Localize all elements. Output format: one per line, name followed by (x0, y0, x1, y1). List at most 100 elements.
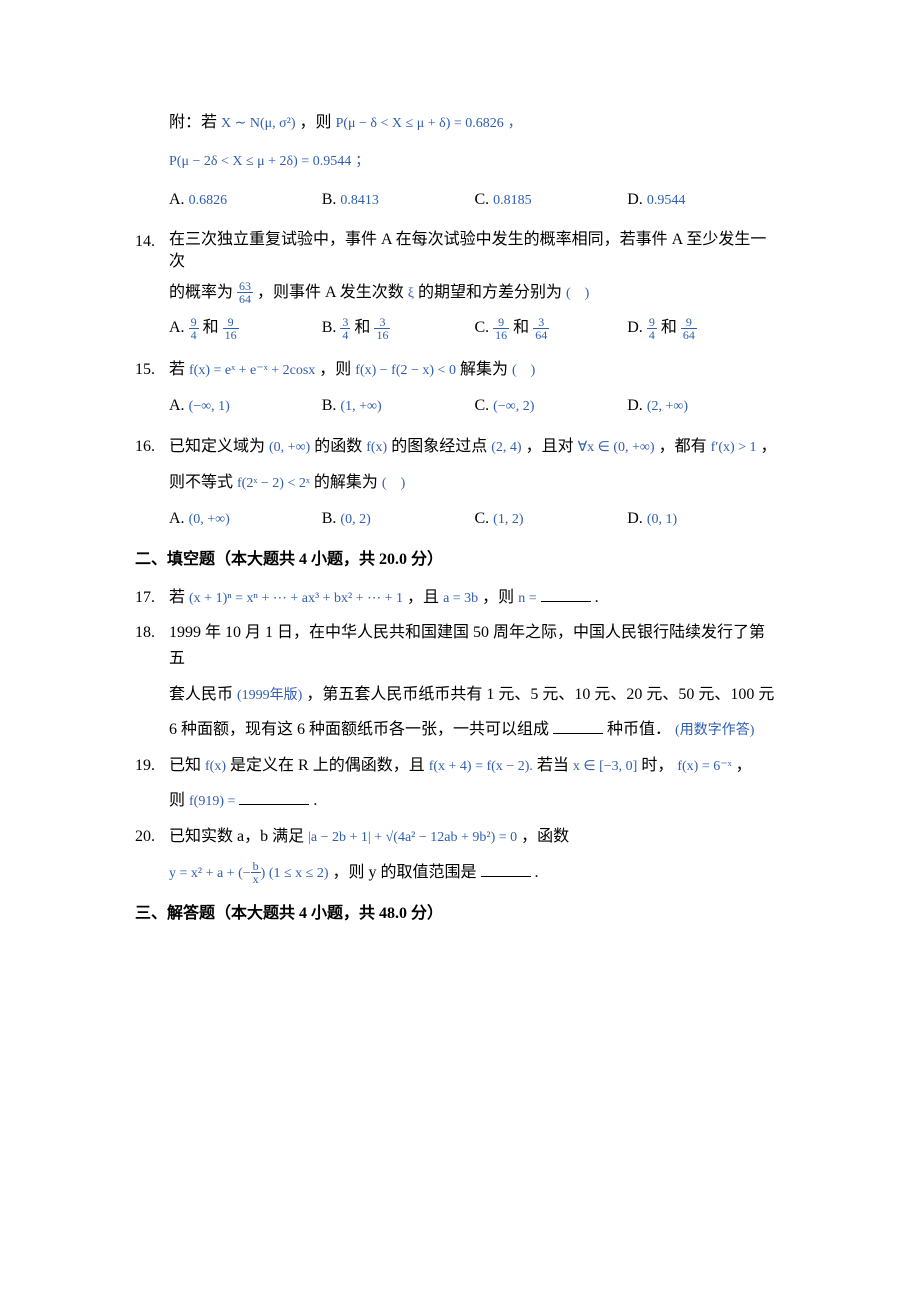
q14-paren: ( ) (566, 286, 589, 301)
frac: 916 (493, 316, 509, 341)
frac-den: 64 (237, 293, 253, 305)
choice-label: D. (627, 397, 643, 414)
q20-line2: y = x² + a + (−bx) (1 ≤ x ≤ 2) ，则 y 的取值范… (169, 860, 780, 886)
frac: 364 (533, 316, 549, 341)
t: 套人民币 (169, 686, 233, 703)
t: (x + 1)ⁿ = xⁿ + ⋯ + ax³ + bx² + ⋯ + 1 (189, 591, 403, 606)
t: 已知 (169, 757, 201, 774)
choice-val: 0.8185 (493, 193, 532, 208)
t: ，函数 (521, 828, 569, 845)
t: 若当 (537, 757, 569, 774)
t: . (313, 792, 317, 809)
t: 则 (169, 792, 185, 809)
q15-mid: ，则 (319, 361, 351, 378)
mid: 和 (203, 319, 219, 336)
frac: 94 (189, 316, 199, 341)
t: ，则 y 的取值范围是 (333, 864, 477, 881)
section-3-heading: 三、解答题（本大题共 4 小题，共 48.0 分） (135, 901, 780, 927)
q14-line2: 的概率为 63 64 ，则事件 A 发生次数 ξ 的期望和方差分别为 ( ) (169, 280, 780, 306)
q14-xi: ξ (408, 286, 414, 301)
q14-prob-frac: 63 64 (237, 280, 253, 305)
choice-val: 0.9544 (647, 193, 686, 208)
q16-choice-c: C. (1, 2) (475, 506, 628, 532)
q20-num: 20. (135, 824, 169, 850)
q19-line1: 已知 f(x) 是定义在 R 上的偶函数，且 f(x + 4) = f(x − … (169, 753, 780, 779)
t: 的解集为 (314, 474, 378, 491)
t: 时， (641, 757, 673, 774)
q19: 19. 已知 f(x) 是定义在 R 上的偶函数，且 f(x + 4) = f(… (135, 753, 780, 814)
t: a = 3b (443, 591, 478, 606)
q13-choice-c: C. 0.8185 (475, 187, 628, 213)
choice-label: B. (322, 397, 337, 414)
q15-paren: ( ) (512, 363, 535, 378)
choice-val: (0, 1) (647, 512, 677, 527)
t: f(x + 4) = f(x − 2). (429, 759, 533, 774)
q14-body: 在三次独立重复试验中，事件 A 在每次试验中发生的概率相同，若事件 A 至少发生… (169, 229, 780, 306)
choice-val: 0.8413 (340, 193, 379, 208)
t: 已知定义域为 (169, 438, 265, 455)
frac: 316 (374, 316, 390, 341)
choice-label: C. (475, 319, 490, 336)
q18-line2: 套人民币 (1999年版) ，第五套人民币纸币共有 1 元、5 元、10 元、2… (169, 682, 780, 708)
choice-label: C. (475, 510, 490, 527)
t: x ∈ [−3, 0] (573, 759, 637, 774)
t: f(x) (205, 759, 226, 774)
frac: 916 (223, 316, 239, 341)
q18-num: 18. (135, 620, 169, 646)
frac-den: 64 (533, 329, 549, 341)
choice-val: (2, +∞) (647, 399, 688, 414)
mid: 和 (661, 319, 677, 336)
frac-den: 4 (340, 329, 350, 341)
section-2-heading: 二、填空题（本大题共 4 小题，共 20.0 分） (135, 547, 780, 573)
q13-choices: A. 0.6826 B. 0.8413 C. 0.8185 D. 0.9544 (135, 187, 780, 213)
t: y = x² + a + (− (169, 866, 251, 881)
t: f(2ˣ − 2) < 2ˣ (237, 476, 310, 491)
q18-line1: 1999 年 10 月 1 日，在中华人民共和国建国 50 周年之际，中国人民银… (169, 620, 780, 671)
q16-choices: A. (0, +∞) B. (0, 2) C. (1, 2) D. (0, 1) (135, 506, 780, 532)
choice-label: A. (169, 191, 185, 208)
t: ( ) (382, 476, 405, 491)
q14-line1: 在三次独立重复试验中，事件 A 在每次试验中发生的概率相同，若事件 A 至少发生… (169, 229, 780, 274)
t: 若 (169, 589, 185, 606)
note-dist: X ∼ N(μ, σ²) (221, 116, 296, 131)
choice-label: D. (627, 319, 643, 336)
t: 的函数 (314, 438, 362, 455)
q16-line2: 则不等式 f(2ˣ − 2) < 2ˣ 的解集为 ( ) (169, 470, 780, 496)
q20-line1: 已知实数 a，b 满足 |a − 2b + 1| + √(4a² − 12ab … (169, 824, 780, 850)
t: (0, +∞) (269, 440, 310, 455)
mid: 和 (354, 319, 370, 336)
exam-page: 附：若 X ∼ N(μ, σ²) ，则 P(μ − δ < X ≤ μ + δ)… (0, 0, 920, 1302)
q20-body: 已知实数 a，b 满足 |a − 2b + 1| + √(4a² − 12ab … (169, 824, 780, 885)
q19-line2: 则 f(919) = . (169, 788, 780, 814)
q15-eq2: f(x) − f(2 − x) < 0 (355, 363, 456, 378)
q14-choice-b: B. 34 和 316 (322, 315, 475, 341)
q19-body: 已知 f(x) 是定义在 R 上的偶函数，且 f(x + 4) = f(x − … (169, 753, 780, 814)
t: n = (518, 591, 536, 606)
t: ∀x ∈ (0, +∞) (578, 440, 655, 455)
choice-label: A. (169, 510, 185, 527)
q15-choices: A. (−∞, 1) B. (1, +∞) C. (−∞, 2) D. (2, … (135, 393, 780, 419)
t: . (535, 864, 539, 881)
q16: 16. 已知定义域为 (0, +∞) 的函数 f(x) 的图象经过点 (2, 4… (135, 434, 780, 495)
q16-choice-d: D. (0, 1) (627, 506, 780, 532)
t: ) (1 ≤ x ≤ 2) (261, 866, 329, 881)
q15-pre: 若 (169, 361, 185, 378)
t: f(x) (366, 440, 387, 455)
q16-line1: 已知定义域为 (0, +∞) 的函数 f(x) 的图象经过点 (2, 4) ，且… (169, 434, 780, 460)
choice-label: A. (169, 319, 185, 336)
q14: 14. 在三次独立重复试验中，事件 A 在每次试验中发生的概率相同，若事件 A … (135, 229, 780, 306)
q15-choice-d: D. (2, +∞) (627, 393, 780, 419)
q15-post: 解集为 (460, 361, 508, 378)
t: 则不等式 (169, 474, 233, 491)
t: ，则 (482, 589, 514, 606)
frac-den: 64 (681, 329, 697, 341)
t: |a − 2b + 1| + √(4a² − 12ab + 9b²) = 0 (308, 830, 517, 845)
frac: 94 (647, 316, 657, 341)
q14-tail: 的期望和方差分别为 (418, 284, 562, 301)
q13-choice-a: A. 0.6826 (169, 187, 322, 213)
frac-den: 16 (493, 329, 509, 341)
note-prefix: 附：若 (169, 114, 217, 131)
q19-num: 19. (135, 753, 169, 779)
note-line1: 附：若 X ∼ N(μ, σ²) ，则 P(μ − δ < X ≤ μ + δ)… (135, 110, 780, 136)
note-sep: ，则 (300, 114, 332, 131)
